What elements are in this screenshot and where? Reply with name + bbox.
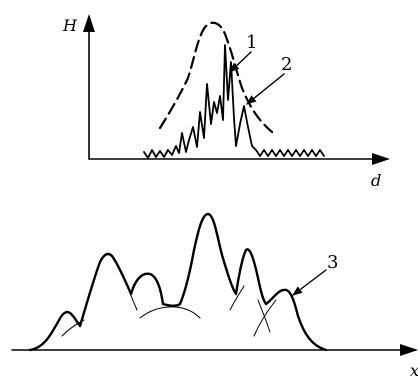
boundary-line (61, 319, 85, 337)
envelope-curve-1 (158, 21, 274, 134)
callout-arrow-2 (246, 73, 285, 105)
top-x-axis-label: d (371, 171, 381, 190)
boundary-line (257, 299, 271, 333)
bottom-plot: x 3 (11, 212, 418, 380)
bottom-x-axis-label: x (410, 361, 418, 380)
profile-curve-3 (28, 212, 328, 352)
boundary-line (127, 287, 138, 311)
callout-label-3: 3 (327, 252, 338, 273)
bottom-x-axis-arrow (400, 344, 418, 356)
boundary-line (139, 306, 201, 319)
callout-label-1: 1 (246, 32, 257, 53)
callout-arrow-3 (292, 269, 327, 296)
top-x-axis-arrow (372, 153, 390, 165)
callout-label-2: 2 (281, 54, 292, 75)
boundary-line (229, 285, 245, 311)
sub-boundaries (61, 285, 277, 337)
signal-curve-2 (143, 44, 325, 159)
top-y-axis-arrow (83, 14, 95, 32)
top-y-axis-label: H (62, 16, 78, 35)
callout-arrow-1 (229, 51, 252, 73)
top-plot: H d 1 2 (62, 14, 390, 190)
